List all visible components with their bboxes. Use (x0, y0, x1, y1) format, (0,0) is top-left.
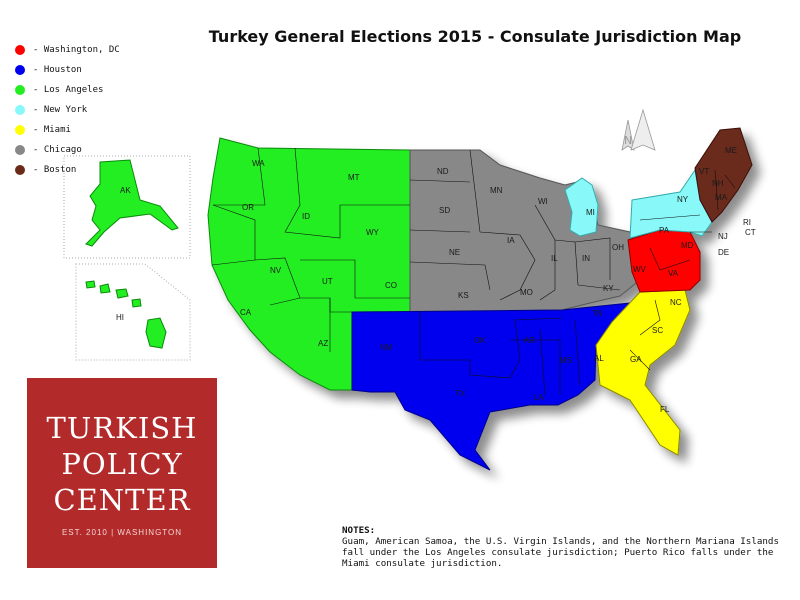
state-label-mt: MT (348, 173, 360, 182)
state-label-il: IL (551, 254, 558, 263)
state-label-ar: AR (524, 336, 535, 345)
state-label-tn: TN (592, 309, 603, 318)
legend-item-los-angeles: - Los Angeles (15, 80, 120, 100)
legend-label-miami: - Miami (33, 125, 71, 135)
state-label-ca: CA (240, 308, 252, 317)
legend-label-chicago: - Chicago (33, 145, 82, 155)
state-label-ct: CT (745, 228, 756, 237)
hawaii-inset-frame (75, 263, 191, 361)
state-label-nv: NV (270, 266, 282, 275)
state-label-hi: HI (116, 313, 124, 322)
state-mi[interactable] (564, 177, 599, 237)
logo-line-1: TURKISH (46, 410, 198, 445)
logo-subtitle: EST. 2010 | WASHINGTON (61, 527, 183, 537)
notes-title: NOTES: (342, 525, 376, 536)
region-miami[interactable] (595, 289, 691, 456)
region-boston[interactable] (694, 127, 753, 223)
state-label-nm: NM (380, 343, 393, 352)
state-label-mn: MN (490, 186, 503, 195)
state-label-va: VA (668, 269, 679, 278)
state-label-ne: NE (449, 248, 460, 257)
state-label-me: ME (725, 146, 737, 155)
state-label-ms: MS (560, 356, 572, 365)
state-label-sd: SD (439, 206, 450, 215)
state-label-ia: IA (507, 236, 515, 245)
legend-item-miami: - Miami (15, 120, 120, 140)
legend-item-new-york: - New York (15, 100, 120, 120)
state-label-vt: VT (699, 167, 709, 176)
state-label-wi: WI (538, 197, 548, 206)
legend-dot-houston (15, 65, 25, 75)
legend-dot-boston (15, 165, 25, 175)
state-borders (211, 147, 736, 396)
state-label-wa: WA (252, 159, 265, 168)
state-label-nh: NH (712, 179, 724, 188)
state-label-de: DE (718, 248, 729, 257)
legend-item-chicago: - Chicago (15, 140, 120, 160)
state-label-md: MD (681, 241, 694, 250)
legend-label-washington: - Washington, DC (33, 45, 120, 55)
state-label-sc: SC (652, 326, 663, 335)
legend-label-los-angeles: - Los Angeles (33, 85, 104, 95)
state-label-or: OR (242, 203, 254, 212)
state-label-mi: MI (586, 208, 595, 217)
state-label-wv: WV (633, 265, 647, 274)
state-label-oh: OH (612, 243, 624, 252)
legend-dot-washington (15, 45, 25, 55)
logo-line-2: POLICY (61, 446, 183, 481)
alaska-inset-frame (63, 155, 191, 259)
state-label-al: AL (594, 354, 604, 363)
notes-text: Guam, American Samoa, the U.S. Virgin Is… (342, 536, 779, 569)
legend-label-houston: - Houston (33, 65, 82, 75)
state-label-pa: PA (659, 226, 670, 235)
state-label-ri: RI (743, 218, 751, 227)
notes: NOTES: Guam, American Samoa, the U.S. Vi… (342, 525, 792, 569)
legend-dot-new-york (15, 105, 25, 115)
state-label-tx: TX (455, 389, 466, 398)
state-label-nc: NC (670, 298, 682, 307)
state-label-mo: MO (520, 288, 533, 297)
region-new-york[interactable] (629, 168, 713, 239)
map-title: Turkey General Elections 2015 - Consulat… (208, 27, 742, 46)
state-label-wy: WY (366, 228, 380, 237)
state-label-ky: KY (603, 284, 614, 293)
state-label-fl: FL (660, 405, 670, 414)
state-label-la: LA (534, 393, 544, 402)
legend-item-houston: - Houston (15, 60, 120, 80)
region-houston[interactable] (351, 301, 642, 471)
state-label-nd: ND (437, 167, 449, 176)
state-label-co: CO (385, 281, 397, 290)
state-label-ut: UT (322, 277, 333, 286)
legend: - Washington, DC - Houston - Los Angeles… (15, 40, 120, 180)
legend-item-boston: - Boston (15, 160, 120, 180)
state-label-ga: GA (630, 355, 642, 364)
turkish-policy-center-logo: TURKISH POLICY CENTER EST. 2010 | WASHIN… (27, 378, 217, 568)
legend-label-boston: - Boston (33, 165, 77, 175)
state-label-id: ID (302, 212, 310, 221)
state-label-ok: OK (474, 336, 486, 345)
state-ak[interactable] (85, 159, 179, 247)
compass-north-label: N (624, 134, 632, 147)
logo-line-3: CENTER (53, 482, 191, 517)
state-label-az: AZ (318, 339, 328, 348)
legend-label-new-york: - New York (33, 105, 88, 115)
legend-dot-los-angeles (15, 85, 25, 95)
region-washington[interactable] (627, 229, 701, 293)
state-label-ks: KS (458, 291, 469, 300)
legend-item-washington: - Washington, DC (15, 40, 120, 60)
compass-rose: N (621, 108, 656, 151)
legend-dot-chicago (15, 145, 25, 155)
legend-dot-miami (15, 125, 25, 135)
state-label-ak: AK (120, 186, 131, 195)
state-label-ma: MA (715, 193, 728, 202)
state-label-nj: NJ (718, 232, 728, 241)
state-hi[interactable] (85, 280, 167, 349)
state-label-ny: NY (677, 195, 689, 204)
state-label-in: IN (582, 254, 590, 263)
